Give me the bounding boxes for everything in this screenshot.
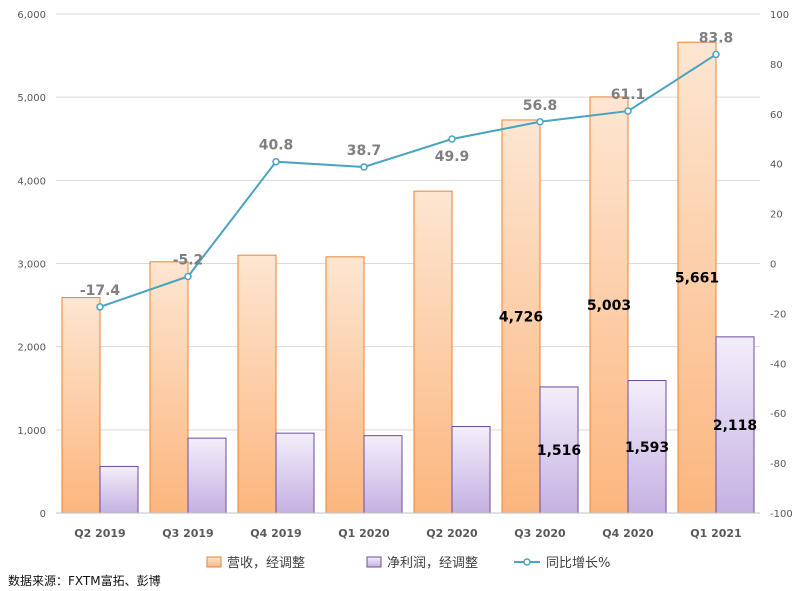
y-right-tick-label: 80 xyxy=(770,60,783,71)
y-left-tick-label: 5,000 xyxy=(17,93,46,104)
growth-line xyxy=(96,50,720,311)
y-right-tick-label: 0 xyxy=(770,260,776,271)
profit-bar xyxy=(363,435,403,514)
revenue-data-label: 5,003 xyxy=(587,298,631,314)
y-left-tick-label: 0 xyxy=(40,509,46,520)
y-left-tick-label: 4,000 xyxy=(17,176,46,187)
revenue-data-label: 5,661 xyxy=(675,271,719,287)
profit-data-label: 1,516 xyxy=(537,443,581,459)
revenue-bar xyxy=(61,297,101,514)
y-right-tick-label: 20 xyxy=(770,210,783,221)
right-axis: -100 -80 -60 -40 -20 0 20 40 60 80 100 xyxy=(770,10,793,520)
revenue-bar xyxy=(413,190,453,514)
y-right-tick-label: 40 xyxy=(770,160,783,171)
y-right-tick-label: 100 xyxy=(770,10,789,21)
growth-data-label: -5.2 xyxy=(173,252,204,268)
revenue-bar xyxy=(589,96,629,514)
x-tick-label: Q3 2020 xyxy=(514,527,566,540)
growth-point xyxy=(360,163,368,171)
legend-label: 净利润，经调整 xyxy=(387,556,478,571)
growth-data-label: 38.7 xyxy=(347,143,382,159)
revenue-bar xyxy=(677,41,717,514)
x-tick-label: Q1 2021 xyxy=(690,527,741,540)
y-right-tick-label: 60 xyxy=(770,110,783,121)
growth-point xyxy=(448,135,456,143)
profit-bar xyxy=(451,426,491,514)
profit-bar xyxy=(99,465,139,514)
profit-data-label: 1,593 xyxy=(625,440,669,456)
revenue-bar xyxy=(237,254,277,514)
legend-swatch-marker xyxy=(523,558,531,566)
profit-bar xyxy=(187,437,227,514)
legend-swatch-revenue xyxy=(206,556,222,568)
y-right-tick-label: -40 xyxy=(770,359,786,370)
x-tick-label: Q2 2019 xyxy=(74,527,125,540)
growth-data-label: 40.8 xyxy=(259,138,294,154)
y-left-tick-label: 2,000 xyxy=(17,343,46,354)
growth-point xyxy=(712,50,720,59)
y-right-tick-label: -20 xyxy=(770,309,786,320)
left-axis: 0 1,000 2,000 3,000 4,000 5,000 6,000 xyxy=(17,10,46,520)
growth-data-label: 83.8 xyxy=(699,30,734,46)
y-right-tick-label: -100 xyxy=(770,509,793,520)
y-left-tick-label: 6,000 xyxy=(17,10,46,21)
x-tick-label: Q1 2020 xyxy=(338,527,390,540)
y-right-tick-label: -60 xyxy=(770,409,786,420)
x-axis: Q2 2019 Q3 2019 Q4 2019 Q1 2020 Q2 2020 Q3 20… xyxy=(56,512,760,540)
growth-data-label: 61.1 xyxy=(611,87,646,103)
y-right-tick-label: -80 xyxy=(770,459,786,470)
source-note: 数据来源：FXTM富拓、彭博 xyxy=(8,574,161,588)
revenue-bar xyxy=(325,256,365,514)
growth-data-label: -17.4 xyxy=(80,283,121,299)
profit-bar xyxy=(627,380,667,514)
growth-data-label: 56.8 xyxy=(523,98,558,114)
growth-data-label: 49.9 xyxy=(435,149,470,165)
growth-point xyxy=(536,118,544,126)
revenue-bar xyxy=(501,119,541,514)
data-labels: 4,726 1,516 5,003 1,593 5,661 2,118 -17.4 -5.2 4… xyxy=(80,30,757,459)
revenue-data-label: 4,726 xyxy=(499,309,543,325)
legend-label: 同比增长% xyxy=(546,556,610,571)
growth-point xyxy=(272,157,280,166)
y-left-tick-label: 1,000 xyxy=(17,426,46,437)
y-left-tick-label: 3,000 xyxy=(17,260,46,271)
bars xyxy=(61,41,755,514)
revenue-bar xyxy=(149,261,189,514)
profit-bar xyxy=(715,336,755,514)
legend: 营收，经调整 净利润，经调整 同比增长% xyxy=(206,556,610,571)
growth-line-path xyxy=(99,53,717,308)
growth-point xyxy=(96,303,104,311)
legend-swatch-profit xyxy=(366,556,382,568)
profit-data-label: 2,118 xyxy=(713,418,757,434)
legend-label: 营收，经调整 xyxy=(227,556,305,571)
x-tick-label: Q3 2019 xyxy=(162,527,213,540)
growth-point xyxy=(184,272,192,281)
profit-bar xyxy=(275,432,315,514)
x-tick-label: Q2 2020 xyxy=(426,527,478,540)
x-tick-label: Q4 2019 xyxy=(250,527,301,540)
profit-bar xyxy=(539,386,579,514)
x-tick-label: Q4 2020 xyxy=(602,527,654,540)
growth-point xyxy=(624,107,632,115)
